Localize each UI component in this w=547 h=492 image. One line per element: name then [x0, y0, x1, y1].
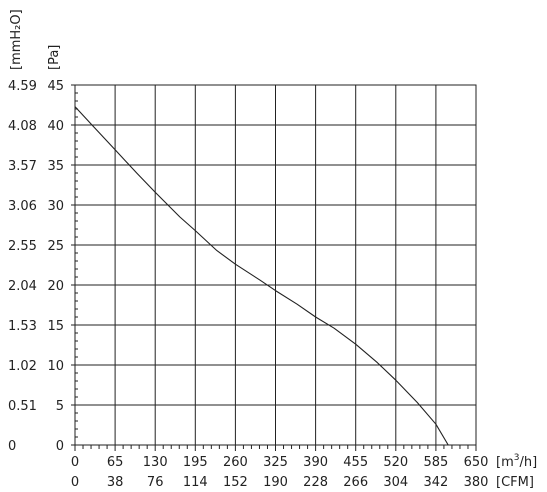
x-axis-m3h-unit: [m3/h]	[496, 453, 537, 470]
y-axis-mmh2o-unit: [mmH₂O]	[9, 9, 24, 70]
y-tick-label-pa: 25	[47, 239, 64, 254]
y-tick-label-mmh2o: 1.02	[8, 359, 37, 374]
x-tick-label-m3h: 325	[263, 455, 288, 470]
y-axis-mmh2o-tick-labels: 0 0.51 1.02 1.53 2.04 2.55 3.06 3.57 4.08 4.59	[8, 79, 37, 454]
x-tick-label-m3h: 390	[303, 455, 328, 470]
y-tick-label-mmh2o: 2.55	[8, 239, 37, 254]
x-tick-label-m3h: 650	[464, 455, 489, 470]
y-tick-label-mmh2o: 0	[8, 439, 16, 454]
y-tick-label-mmh2o: 2.04	[8, 279, 37, 294]
y-tick-label-pa: 30	[47, 199, 64, 214]
y-tick-label-mmh2o: 1.53	[8, 319, 37, 334]
x-tick-label-cfm: 380	[464, 475, 489, 490]
x-tick-label-cfm: 38	[107, 475, 124, 490]
x-tick-label-m3h: 195	[183, 455, 208, 470]
y-tick-label-pa: 20	[47, 279, 64, 294]
x-tick-label-cfm: 114	[183, 475, 208, 490]
y-tick-label-mmh2o: 3.57	[8, 159, 37, 174]
x-tick-label-cfm: 304	[383, 475, 408, 490]
x-tick-label-cfm: 228	[303, 475, 328, 490]
y-tick-label-pa: 40	[47, 119, 64, 134]
y-tick-label-mmh2o: 4.59	[8, 79, 37, 94]
x-axis-m3h-tick-labels: 0 65 130 195 260 325 390 455 520 585 650	[71, 455, 489, 470]
x-tick-label-cfm: 0	[71, 475, 79, 490]
y-tick-label-mmh2o: 3.06	[8, 199, 37, 214]
x-tick-label-cfm: 190	[263, 475, 288, 490]
x-tick-label-cfm: 342	[423, 475, 448, 490]
y-tick-label-mmh2o: 0.51	[8, 399, 37, 414]
x-axis-cfm-unit: [CFM]	[496, 475, 534, 490]
y-tick-label-pa: 10	[47, 359, 64, 374]
y-tick-label-pa: 0	[56, 439, 64, 454]
y-tick-label-pa: 5	[56, 399, 64, 414]
y-axis-pa-tick-labels: 0 5 10 15 20 25 30 35 40 45	[47, 79, 64, 454]
x-tick-label-m3h: 130	[143, 455, 168, 470]
x-tick-label-m3h: 520	[383, 455, 408, 470]
y-tick-label-mmh2o: 4.08	[8, 119, 37, 134]
grid	[75, 85, 476, 445]
y-tick-label-pa: 15	[47, 319, 64, 334]
curve-layer	[74, 106, 449, 446]
y-tick-label-pa: 45	[47, 79, 64, 94]
x-tick-label-m3h: 65	[107, 455, 124, 470]
x-tick-label-m3h: 585	[423, 455, 448, 470]
pq-curve	[74, 106, 449, 446]
x-tick-label-m3h: 0	[71, 455, 79, 470]
x-tick-label-cfm: 266	[343, 475, 368, 490]
plot-frame	[74, 84, 477, 446]
minor-ticks	[71, 84, 477, 451]
y-tick-label-pa: 35	[47, 159, 64, 174]
x-axis-cfm-tick-labels: 0 38 76 114 152 190 228 266 304 342 380	[71, 475, 489, 490]
y-axis-pa-unit: [Pa]	[47, 45, 62, 70]
x-tick-label-cfm: 152	[223, 475, 248, 490]
x-tick-label-m3h: 260	[223, 455, 248, 470]
x-tick-label-m3h: 455	[343, 455, 368, 470]
x-tick-label-cfm: 76	[147, 475, 164, 490]
